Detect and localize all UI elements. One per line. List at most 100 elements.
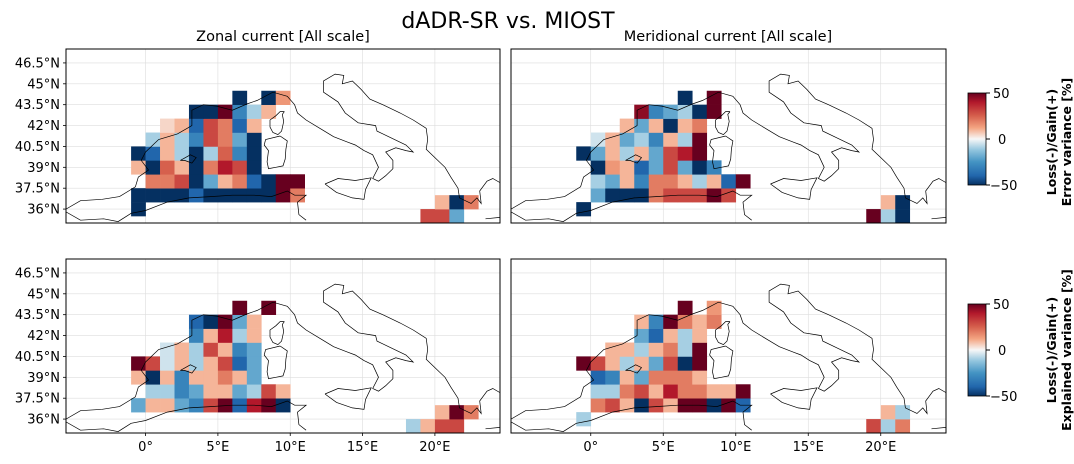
x-tick-label: 10°E xyxy=(720,440,751,455)
heatmap-cell xyxy=(246,174,262,189)
heatmap-cell xyxy=(203,370,219,385)
heatmap-cell xyxy=(188,398,204,413)
heatmap-cell xyxy=(590,174,606,189)
coastline-path xyxy=(931,427,946,430)
heatmap-cell xyxy=(232,90,248,105)
heatmap-cell xyxy=(605,188,621,203)
heatmap-cell xyxy=(881,223,896,237)
heatmap-cell xyxy=(131,398,146,413)
colorbar-top: 50 0 −50 Loss(-)/Gain(+) Error variance … xyxy=(967,78,1074,207)
heatmap-cell xyxy=(663,160,679,175)
heatmap-cell xyxy=(131,202,146,217)
x-tick-label: 15°E xyxy=(793,440,824,455)
heatmap-cell xyxy=(590,356,606,371)
heatmap-cell xyxy=(880,195,896,210)
y-tick-label: 40.5°N xyxy=(15,350,60,365)
heatmap-cell xyxy=(619,370,635,385)
heatmap-cell xyxy=(463,405,479,420)
heatmap-cell xyxy=(174,342,190,357)
heatmap-cell xyxy=(590,188,606,203)
heatmap-cell xyxy=(677,160,693,175)
coastline-path xyxy=(66,73,500,210)
heatmap-cell xyxy=(73,223,88,237)
heatmap-cell xyxy=(188,118,204,133)
heatmap-cell xyxy=(246,118,262,133)
heatmap-cell xyxy=(160,146,175,161)
heatmap-cell xyxy=(619,384,635,399)
heatmap-cell xyxy=(160,342,175,357)
coastline-path xyxy=(180,154,197,164)
y-tick-label: 46.5°N xyxy=(15,266,60,281)
x-tick-labels: 0° 5°E 10°E 15°E 20°E xyxy=(138,433,451,455)
heatmap-cell xyxy=(619,342,635,357)
heatmap-cell xyxy=(648,174,664,189)
heatmap-cell xyxy=(895,223,910,237)
heatmap-cell xyxy=(677,118,693,133)
heatmap-cell xyxy=(188,370,204,385)
coastline xyxy=(511,73,946,222)
heatmap-cell xyxy=(217,146,233,161)
colorbar-label: Loss(-)/Gain(+) xyxy=(1044,297,1059,403)
heatmap-cell xyxy=(232,132,248,147)
heatmap-cell xyxy=(605,342,621,357)
heatmap-cell xyxy=(145,132,161,147)
heatmap-cell xyxy=(203,342,219,357)
heatmap-cell xyxy=(692,104,708,119)
heatmap-cell xyxy=(145,174,161,189)
heatmap-cells xyxy=(576,300,911,433)
panel-bottom-left: 46.5°N 45°N 43.5°N 42°N 40.5°N 39°N 37.5°N 36°N… xyxy=(15,258,501,455)
heatmap-cell xyxy=(648,356,664,371)
heatmap-cell xyxy=(648,398,664,413)
heatmap-cell xyxy=(692,132,708,147)
y-tick-label: 45°N xyxy=(27,287,60,302)
heatmap-cell xyxy=(188,174,204,189)
heatmap-cell xyxy=(605,146,621,161)
heatmap-cell xyxy=(692,356,708,371)
heatmap-cell xyxy=(160,174,175,189)
coastline-path xyxy=(511,400,753,432)
panel-bottom-right: 0° 5°E 10°E 15°E 20°E xyxy=(510,258,947,455)
heatmap-cell xyxy=(605,370,621,385)
heatmap-cell xyxy=(434,195,450,210)
colorbar-label: Explained variance [%] xyxy=(1059,269,1074,431)
heatmap-cell xyxy=(188,188,204,203)
heatmap-cell xyxy=(677,342,693,357)
heatmap-cell xyxy=(188,328,204,343)
heatmap-cell xyxy=(692,174,708,189)
heatmap-cell xyxy=(663,104,679,119)
heatmap-cell xyxy=(706,90,722,105)
heatmap-cell xyxy=(174,370,190,385)
heatmap-cell xyxy=(692,160,708,175)
coastline-path xyxy=(709,345,734,380)
heatmap-cell xyxy=(217,174,233,189)
coastline-path xyxy=(263,345,288,380)
heatmap-cell xyxy=(145,398,161,413)
heatmap-cell xyxy=(634,104,650,119)
heatmap-cell xyxy=(160,132,175,147)
heatmap-cell xyxy=(434,419,450,433)
heatmap-cell xyxy=(232,328,248,343)
colorbar-tick: −50 xyxy=(990,390,1017,405)
heatmap-cell xyxy=(261,398,277,413)
heatmap-cell xyxy=(131,370,146,385)
heatmap-cell xyxy=(677,132,693,147)
y-tick-label: 37.5°N xyxy=(15,392,60,407)
heatmap-cell xyxy=(634,118,650,133)
heatmap-cell xyxy=(203,174,219,189)
axes-frame xyxy=(65,48,501,224)
coastline-path xyxy=(66,400,308,432)
heatmap-cell xyxy=(590,132,606,147)
heatmap-cell xyxy=(174,160,190,175)
y-tick-label: 39°N xyxy=(27,161,60,176)
coastline-path xyxy=(485,427,500,430)
heatmap-cell xyxy=(160,398,175,413)
heatmap-cell xyxy=(232,356,248,371)
heatmap-cell xyxy=(232,314,248,329)
heatmap-cell xyxy=(590,146,606,161)
heatmap-cell xyxy=(246,384,262,399)
colorbar-label: Error variance [%] xyxy=(1059,78,1074,207)
heatmap-cell xyxy=(463,195,479,210)
heatmap-cell xyxy=(677,356,693,371)
x-tick-label: 20°E xyxy=(419,440,450,455)
heatmap-cell xyxy=(605,356,621,371)
